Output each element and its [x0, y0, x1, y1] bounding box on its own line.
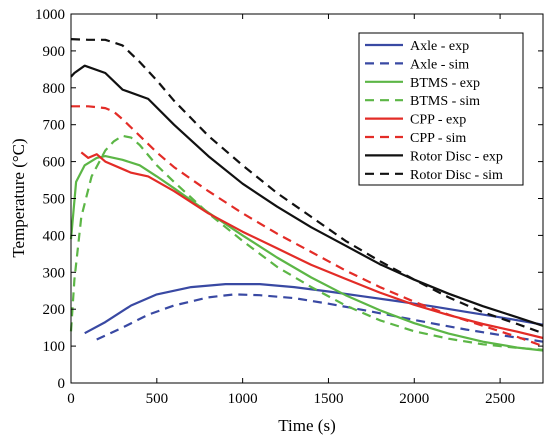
y-tick-label: 600	[43, 155, 66, 171]
series-line-btms-exp	[69, 155, 544, 352]
x-tick-label: 2000	[399, 391, 429, 407]
x-tick-label: 2500	[485, 391, 515, 407]
x-tick-label: 1500	[313, 391, 343, 407]
y-tick-label: 500	[43, 192, 66, 208]
series-line-rotor-disc-sim	[70, 38, 544, 335]
legend-label: CPP - exp	[410, 113, 466, 128]
legend-label: Axle - exp	[410, 39, 469, 54]
legend-box	[358, 32, 524, 186]
y-tick-label: 800	[43, 81, 66, 97]
series-line-cpp-sim	[71, 105, 544, 348]
y-tick-label: 200	[43, 302, 66, 318]
series-line-axle-sim	[96, 293, 544, 343]
series-line-btms-sim	[69, 134, 544, 351]
y-axis-title: Temperature (°C)	[9, 138, 28, 257]
y-tick-label: 400	[43, 228, 66, 244]
x-axis-title: Time (s)	[278, 416, 335, 435]
y-tick-label: 1000	[35, 7, 65, 23]
axis-layer: 0 500 1000 1500 2000 2500 0 100 200 300 400 500 600 7…	[35, 7, 543, 407]
legend: Axle - exp Axle - sim BTMS - exp BTMS - sim…	[358, 32, 524, 186]
x-tick-label: 1000	[228, 391, 258, 407]
legend-label: Rotor Disc - sim	[410, 168, 503, 183]
legend-label: Rotor Disc - exp	[410, 149, 503, 164]
series-line-axle-exp	[84, 283, 544, 335]
y-tick-label: 0	[58, 376, 66, 392]
legend-label: BTMS - sim	[410, 94, 480, 109]
y-tick-label: 900	[43, 44, 66, 60]
x-tick-label: 0	[67, 391, 75, 407]
plot-frame	[70, 13, 544, 384]
y-tick-label: 300	[43, 265, 66, 281]
y-tick-label: 700	[43, 118, 66, 134]
legend-label: CPP - sim	[410, 131, 466, 146]
x-tick-label: 500	[146, 391, 169, 407]
series-line-rotor-disc-exp	[70, 64, 544, 327]
series-layer	[69, 38, 544, 352]
legend-label: Axle - sim	[410, 57, 469, 72]
legend-label: BTMS - exp	[410, 76, 480, 91]
y-tick-label: 100	[43, 339, 66, 355]
series-line-cpp-exp	[80, 151, 544, 340]
